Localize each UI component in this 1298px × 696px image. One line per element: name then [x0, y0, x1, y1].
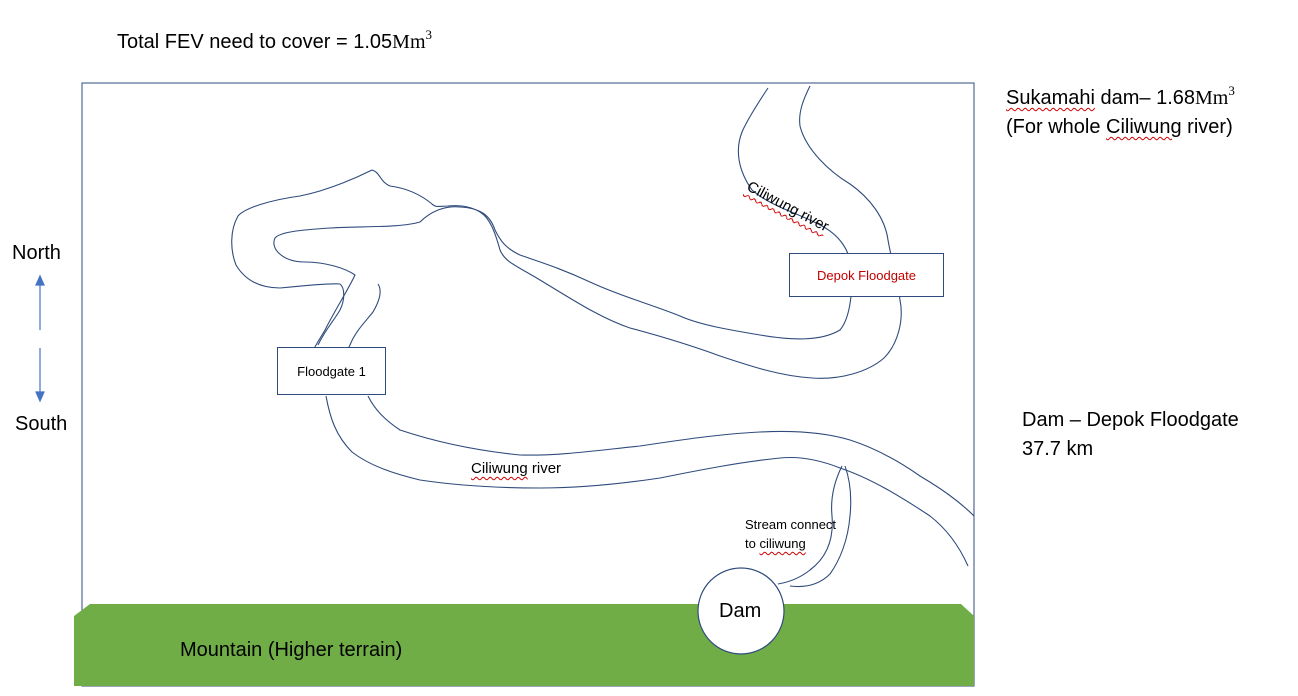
stream-label-line-1: Stream connect: [745, 517, 837, 532]
sukamahi-name: Sukamahi: [1006, 87, 1095, 109]
distance-note: Dam – Depok Floodgate 37.7 km: [1022, 406, 1239, 464]
compass-arrows: [35, 274, 45, 403]
compass-north-label: North: [12, 242, 61, 264]
river-label-bottom: Ciliwung river: [471, 460, 561, 477]
map-frame: [81, 82, 975, 687]
sukamahi-unit: Mm: [1195, 87, 1229, 109]
sukamahi-line-1: Sukamahi dam– 1.68Mm3: [1006, 76, 1235, 113]
sukamahi-exponent: 3: [1228, 83, 1235, 98]
river-label-bottom-suffix: river: [527, 460, 562, 477]
total-fev-unit: Mm: [392, 31, 426, 53]
sukamahi-note: Sukamahi dam– 1.68Mm3 (For whole Ciliwun…: [1006, 76, 1235, 142]
floodgate-1-label: Floodgate 1: [297, 363, 366, 379]
floodgate-1-box: Floodgate 1: [277, 347, 386, 395]
river-banks: [231, 85, 975, 588]
stream-label-prefix: to: [745, 536, 760, 551]
dam-circle: [697, 567, 785, 655]
sukamahi-capacity: dam– 1.68: [1094, 87, 1196, 109]
distance-line-2: 37.7 km: [1022, 438, 1094, 460]
sukamahi-line-2: (For whole Ciliwung river): [1006, 113, 1235, 142]
depok-floodgate-label: Depok Floodgate: [816, 267, 916, 283]
stream-label-river: ciliwung: [759, 536, 806, 551]
total-fev-label: Total FEV need to cover = 1.05Mm3: [117, 20, 432, 57]
sukamahi-line2-prefix: (For whole: [1006, 116, 1107, 138]
sukamahi-line2-suffix: river): [1181, 116, 1233, 138]
mountain-label: Mountain (Higher terrain): [180, 639, 403, 661]
sukamahi-line2-river: Ciliwung: [1106, 116, 1182, 138]
depok-floodgate-box: Depok Floodgate: [789, 253, 944, 297]
total-fev-exponent: 3: [425, 27, 433, 42]
river-label-bottom-name: Ciliwung: [471, 460, 528, 477]
distance-line-1: Dam – Depok Floodgate: [1022, 409, 1239, 431]
stream-label-line-2: to ciliwung: [745, 534, 836, 553]
compass-south-label: South: [15, 413, 68, 435]
stream-label: Stream connect to ciliwung: [745, 515, 836, 553]
total-fev-text: Total FEV need to cover = 1.05: [117, 31, 393, 53]
dam-label: Dam: [719, 600, 762, 622]
